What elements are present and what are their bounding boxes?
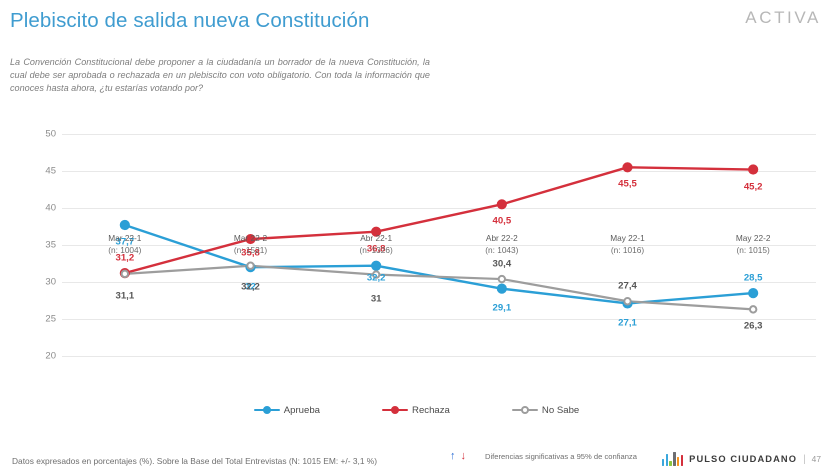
data-label: 28,5 <box>743 272 763 284</box>
gridline <box>62 282 816 283</box>
data-point <box>371 260 382 271</box>
legend-label: Aprueba <box>283 404 321 416</box>
data-point <box>496 283 507 294</box>
data-point <box>622 162 633 173</box>
data-point <box>748 288 759 299</box>
data-point <box>120 269 130 279</box>
significance-text: Diferencias significativas a 95% de conf… <box>485 452 637 461</box>
x-axis-tick-period: May 22-2 <box>735 233 771 243</box>
data-label: 32,2 <box>366 272 386 284</box>
data-point <box>497 274 507 284</box>
pulso-bars-icon <box>661 452 684 466</box>
data-label: 26,3 <box>743 320 763 332</box>
data-point <box>496 199 507 210</box>
y-axis-tick: 40 <box>45 202 56 214</box>
series-line-rechaza <box>123 166 755 275</box>
x-axis-tick-sample: (n: 1326) <box>359 245 393 255</box>
x-axis-tick-sample: (n: 1004) <box>108 245 142 255</box>
x-axis-tick: May 22-2 (n: 1015) <box>736 232 771 256</box>
data-point <box>748 164 759 175</box>
x-axis-tick-period: Mar 22-1 <box>108 233 142 243</box>
data-label: 45,2 <box>743 181 763 193</box>
x-axis-tick-sample: (n: 1521) <box>233 245 268 255</box>
gridline <box>62 319 816 320</box>
gridline <box>62 356 816 357</box>
data-point <box>371 270 381 279</box>
arrow-up-icon: ↑ <box>450 450 456 462</box>
data-point <box>748 305 758 314</box>
x-axis-tick-sample: (n: 1016) <box>610 245 645 255</box>
chart-legend: Aprueba Rechaza No Sabe <box>0 398 833 422</box>
gridline <box>62 171 816 172</box>
x-axis-labels: Mar 22-1 (n: 1004) Mar 22-2 (n: 1521) Abr 22… <box>62 232 816 272</box>
legend-swatch-icon <box>382 405 409 415</box>
x-axis-tick-period: Mar 22-2 <box>233 233 268 243</box>
legend-item-no-sabe[interactable]: No Sabe <box>511 404 580 416</box>
x-axis-tick-sample: (n: 1015) <box>736 245 770 255</box>
line-chart: 20 25 30 35 40 45 50 37,7 32 32,2 29,1 27,1 28,5 31,… <box>0 126 833 398</box>
data-label: 31,2 <box>115 252 135 264</box>
data-point <box>623 297 632 306</box>
x-axis-tick: Mar 22-1 (n: 1004) <box>108 232 141 256</box>
data-label: 37,7 <box>115 236 135 248</box>
gridline <box>62 208 816 209</box>
logo-separator: | <box>803 453 806 465</box>
significance-note: ↑ ↓ Diferencias significativas a 95% de … <box>450 451 637 462</box>
data-label: 40,5 <box>492 215 512 227</box>
y-axis-tick: 20 <box>45 350 56 362</box>
y-axis-tick: 45 <box>45 165 56 177</box>
question-subtitle: La Convención Constitucional debe propon… <box>10 57 430 94</box>
x-axis-tick-period: Abr 22-1 <box>360 233 393 243</box>
x-axis-tick: May 22-1 (n: 1016) <box>610 232 645 256</box>
x-axis-tick-period: May 22-1 <box>610 233 645 243</box>
data-point <box>245 233 256 245</box>
data-label: 27,4 <box>618 280 637 292</box>
gridline <box>62 134 816 135</box>
legend-swatch-icon <box>511 405 538 415</box>
series-line-no-sabe <box>123 264 755 311</box>
x-axis-tick-period: Abr 22-2 <box>485 233 518 243</box>
plot-area: 37,7 32 32,2 29,1 27,1 28,5 31,2 35,8 36,8 40,5 45… <box>62 134 816 357</box>
data-label: 35,8 <box>241 247 260 259</box>
data-label: 32 <box>245 281 256 293</box>
legend-swatch-icon <box>253 405 280 415</box>
pulso-ciudadano-logo: PULSO CIUDADANO | 47 <box>661 452 821 466</box>
data-label: 32,2 <box>241 281 260 293</box>
pulso-logo-text: PULSO CIUDADANO <box>689 454 798 464</box>
data-point <box>119 219 130 231</box>
legend-label: Rechaza <box>412 404 450 416</box>
y-axis-tick: 35 <box>45 239 56 251</box>
data-label: 27,1 <box>618 317 637 329</box>
x-axis-tick: Abr 22-2 (n: 1043) <box>485 232 518 256</box>
activa-logo: ACTIVA <box>745 8 821 27</box>
data-label: 30,4 <box>492 258 512 270</box>
x-axis-tick: Mar 22-2 (n: 1521) <box>234 232 267 256</box>
data-footnote: Datos expresados en porcentajes (%). Sob… <box>12 456 378 466</box>
legend-item-aprueba[interactable]: Aprueba <box>253 404 321 416</box>
x-axis-tick: Abr 22-1 (n: 1326) <box>360 232 393 256</box>
x-axis-tick-sample: (n: 1043) <box>485 245 519 255</box>
data-label: 31 <box>370 293 382 305</box>
y-axis-labels: 20 25 30 35 40 45 50 <box>26 129 56 362</box>
legend-label: No Sabe <box>541 404 580 416</box>
gridline <box>62 245 816 246</box>
arrow-down-icon: ↓ <box>460 450 467 462</box>
data-label: 45,5 <box>618 178 637 190</box>
y-axis-tick: 50 <box>45 128 56 140</box>
series-lines <box>119 162 759 314</box>
page-number: 47 <box>811 454 821 464</box>
data-label: 36,8 <box>366 243 386 255</box>
page-title: Plebiscito de salida nueva Constitución <box>10 9 370 32</box>
data-point <box>246 261 255 270</box>
data-label: 29,1 <box>492 302 512 314</box>
data-label: 31,1 <box>115 290 135 302</box>
data-point <box>371 226 382 237</box>
y-axis-tick: 25 <box>45 313 56 325</box>
y-axis-tick: 30 <box>45 276 56 288</box>
legend-item-rechaza[interactable]: Rechaza <box>382 405 450 416</box>
